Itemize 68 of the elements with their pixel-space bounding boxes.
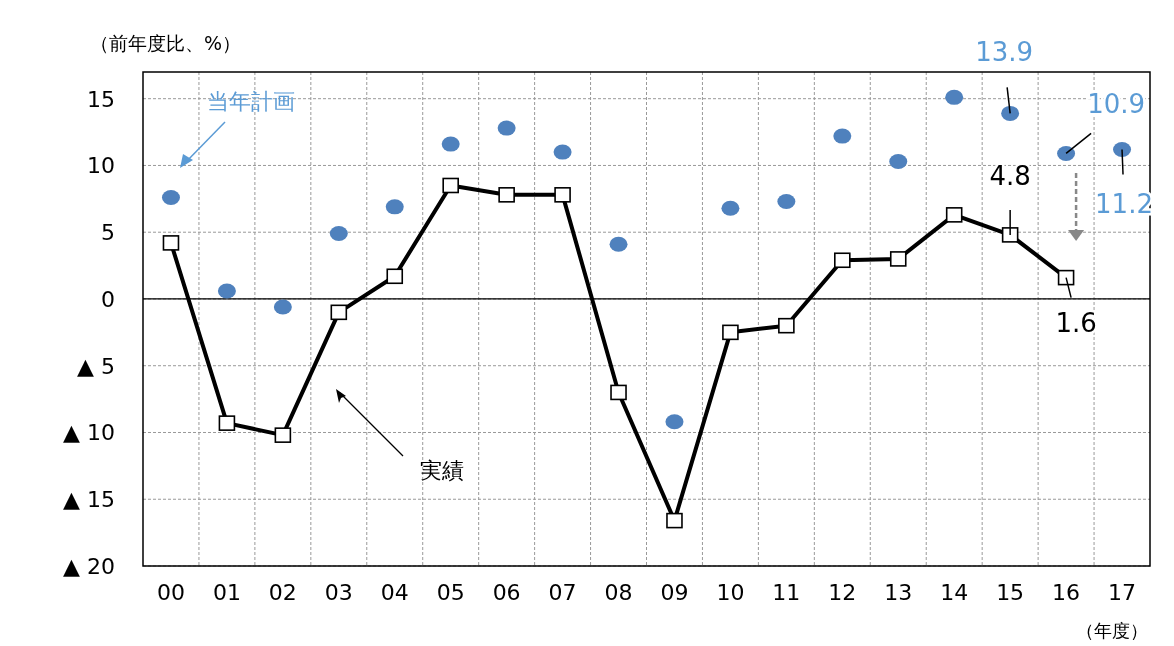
point — [610, 384, 627, 401]
x-tick-label: 09 — [660, 580, 689, 605]
point — [441, 136, 460, 152]
point — [945, 89, 964, 105]
y-axis-title: （前年度比、%） — [90, 32, 242, 54]
x-tick-label: 12 — [828, 580, 857, 605]
point — [217, 283, 236, 299]
x-axis-title: （年度） — [1076, 620, 1148, 641]
x-tick-label: 11 — [772, 580, 801, 605]
y-tick-label: 0 — [101, 286, 115, 312]
point — [386, 268, 404, 285]
point — [609, 236, 628, 252]
point — [889, 153, 908, 169]
point — [442, 177, 459, 194]
y-tick-label: ▲ 20 — [63, 554, 115, 579]
x-tick-label: 14 — [940, 580, 969, 605]
point — [834, 252, 851, 269]
y-tick-label: ▲ 15 — [63, 487, 115, 513]
data-label: 4.8 — [989, 160, 1031, 191]
x-tick-label: 05 — [436, 580, 465, 605]
x-tick-label: 08 — [604, 580, 633, 605]
point — [889, 251, 907, 267]
text: 当年計画 — [207, 89, 295, 114]
point — [778, 317, 795, 334]
point — [162, 235, 180, 251]
point — [161, 190, 180, 205]
data-label: 10.9 — [1087, 89, 1146, 120]
point — [1113, 141, 1132, 157]
y-tick-label: 5 — [101, 220, 115, 246]
x-tick-label: 17 — [1108, 580, 1137, 605]
point — [498, 187, 515, 203]
y-tick-label: ▲ 5 — [77, 353, 115, 379]
point — [274, 427, 292, 443]
x-tick-label: 03 — [324, 580, 353, 605]
x-tick-label: 13 — [884, 580, 913, 605]
point — [553, 144, 572, 160]
x-tick-label: 00 — [156, 580, 185, 605]
point — [218, 415, 236, 431]
point — [945, 207, 963, 223]
y-tick-label: 10 — [87, 153, 115, 179]
point — [665, 414, 684, 430]
x-tick-label: 01 — [212, 580, 241, 605]
point — [722, 324, 739, 341]
point — [721, 200, 740, 216]
point — [1001, 105, 1020, 121]
y-tick-label: 15 — [87, 86, 115, 112]
x-tick-label: 06 — [492, 580, 521, 605]
point — [833, 128, 852, 144]
point — [1001, 227, 1019, 243]
x-tick-label: 15 — [996, 580, 1025, 605]
point — [777, 194, 796, 210]
y-tick-label: ▲ 10 — [63, 420, 115, 446]
point — [273, 299, 292, 315]
x-tick-label: 10 — [716, 580, 745, 605]
text: 実績 — [420, 458, 464, 483]
x-tick-label: 02 — [268, 580, 297, 605]
x-tick-label: 07 — [548, 580, 577, 605]
point — [666, 512, 683, 529]
data-label: 1.6 — [1055, 307, 1097, 338]
point — [554, 187, 571, 203]
point — [497, 120, 516, 136]
point — [329, 226, 348, 242]
point — [330, 304, 348, 321]
data-label: 13.9 — [975, 37, 1034, 68]
point — [1057, 145, 1076, 161]
x-tick-label: 16 — [1052, 580, 1081, 605]
x-tick-label: 04 — [380, 580, 409, 605]
point — [385, 199, 404, 215]
